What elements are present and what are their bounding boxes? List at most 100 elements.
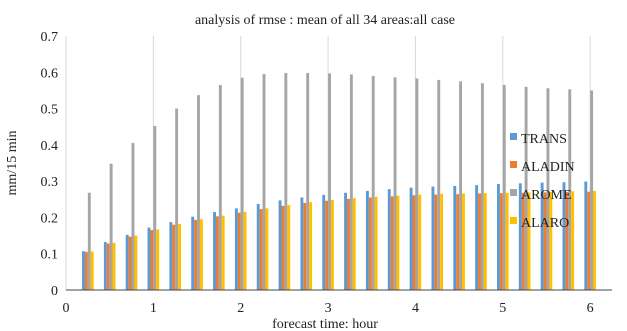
bar-trans xyxy=(125,234,129,290)
bar-trans xyxy=(453,185,457,290)
bar-alaro xyxy=(178,223,181,290)
bar-aladin xyxy=(281,205,285,290)
y-tick-label: 0.1 xyxy=(41,248,59,263)
bar-alaro xyxy=(134,235,138,290)
bar-alaro xyxy=(593,190,596,290)
bar-arome xyxy=(480,83,484,291)
bar-aladin xyxy=(434,194,438,290)
bar-alaro xyxy=(571,191,575,290)
bar-alaro xyxy=(330,200,334,290)
bar-arome xyxy=(393,77,397,290)
bar-aladin xyxy=(215,216,219,290)
bar-arome xyxy=(262,74,266,290)
y-tick-labels: 0 0.1 0.2 0.3 0.4 0.5 0.6 0.7 xyxy=(41,30,59,299)
bar-aladin xyxy=(412,195,416,290)
bar-alaro xyxy=(112,242,116,290)
bar-trans xyxy=(213,211,216,290)
bar-arome xyxy=(131,143,135,290)
bar-alaro xyxy=(90,251,94,290)
bar-arome xyxy=(175,108,179,290)
bar-arome xyxy=(568,89,572,290)
bar-arome xyxy=(87,192,91,290)
bar-trans xyxy=(278,200,282,290)
bar-aladin xyxy=(499,193,503,290)
bar-aladin xyxy=(587,191,591,290)
bar-aladin xyxy=(172,224,176,290)
bar-alaro xyxy=(221,215,225,290)
bar-aladin xyxy=(259,209,263,290)
bar-trans xyxy=(409,187,413,290)
x-tick-label: 6 xyxy=(587,301,594,316)
bar-arome xyxy=(459,81,463,290)
x-tick-label: 2 xyxy=(237,301,244,316)
legend-label-arome: AROME xyxy=(521,188,572,203)
bar-aladin xyxy=(390,196,394,290)
y-tick-label: 0 xyxy=(51,284,58,299)
bar-aladin xyxy=(543,192,547,290)
legend: TRANS ALADIN AROME ALARO xyxy=(510,132,575,231)
bar-alaro xyxy=(549,192,553,290)
bar-alaro xyxy=(287,205,291,290)
bar-arome xyxy=(328,73,331,290)
bar-arome xyxy=(218,84,222,290)
bar-trans xyxy=(584,181,588,290)
bar-aladin xyxy=(303,202,307,290)
bar-arome xyxy=(240,77,244,290)
y-axis-label: mm/15 min xyxy=(5,131,20,196)
bar-trans xyxy=(234,208,238,290)
x-tick-label: 1 xyxy=(150,301,157,316)
bar-aladin xyxy=(565,192,569,290)
x-tick-labels: 0 1 2 3 4 5 6 xyxy=(63,301,594,316)
bar-aladin xyxy=(347,198,350,290)
bar-alaro xyxy=(505,192,509,290)
bar-trans xyxy=(191,216,195,290)
bar-aladin xyxy=(368,197,372,290)
bar-arome xyxy=(524,86,528,290)
bar-trans xyxy=(431,186,435,290)
y-tick-label: 0.3 xyxy=(41,175,59,190)
bar-arome xyxy=(306,73,310,290)
bar-alaro xyxy=(418,194,422,290)
bar-arome xyxy=(546,88,550,290)
bar-arome xyxy=(371,75,375,291)
bar-trans xyxy=(365,190,369,290)
x-axis-label: forecast time: hour xyxy=(272,317,378,331)
bar-arome xyxy=(415,78,419,290)
bar-arome xyxy=(437,79,441,290)
bar-aladin xyxy=(128,236,132,290)
bar-arome xyxy=(284,73,288,290)
x-tick-label: 5 xyxy=(499,301,506,316)
x-tick-label: 3 xyxy=(325,301,332,316)
bar-trans xyxy=(540,182,544,290)
bar-alaro xyxy=(156,229,160,290)
legend-swatch-alaro xyxy=(510,217,517,224)
bar-trans xyxy=(387,189,391,290)
bar-aladin xyxy=(237,212,241,290)
legend-swatch-trans xyxy=(510,133,517,140)
bar-aladin xyxy=(194,219,198,290)
bar-aladin xyxy=(456,194,460,290)
bar-trans xyxy=(497,184,500,290)
bar-trans xyxy=(518,183,522,290)
bar-alaro xyxy=(265,208,269,290)
y-tick-label: 0.5 xyxy=(41,103,59,118)
x-tick-label: 0 xyxy=(63,301,70,316)
bar-arome xyxy=(502,84,506,290)
bar-trans xyxy=(103,242,107,290)
bar-arome xyxy=(197,95,200,290)
bar-alaro xyxy=(199,219,203,290)
bar-arome xyxy=(349,74,353,290)
bar-trans xyxy=(82,251,85,290)
bar-arome xyxy=(153,125,157,290)
bar-arome xyxy=(590,90,594,290)
bar-alaro xyxy=(243,211,247,290)
bar-alaro xyxy=(440,193,444,290)
y-tick-label: 0.4 xyxy=(41,139,59,154)
bar-alaro xyxy=(309,202,313,290)
legend-swatch-aladin xyxy=(510,161,517,168)
bar-trans xyxy=(256,204,260,290)
bar-arome xyxy=(109,163,113,290)
bar-aladin xyxy=(84,251,88,290)
bars xyxy=(82,73,596,291)
